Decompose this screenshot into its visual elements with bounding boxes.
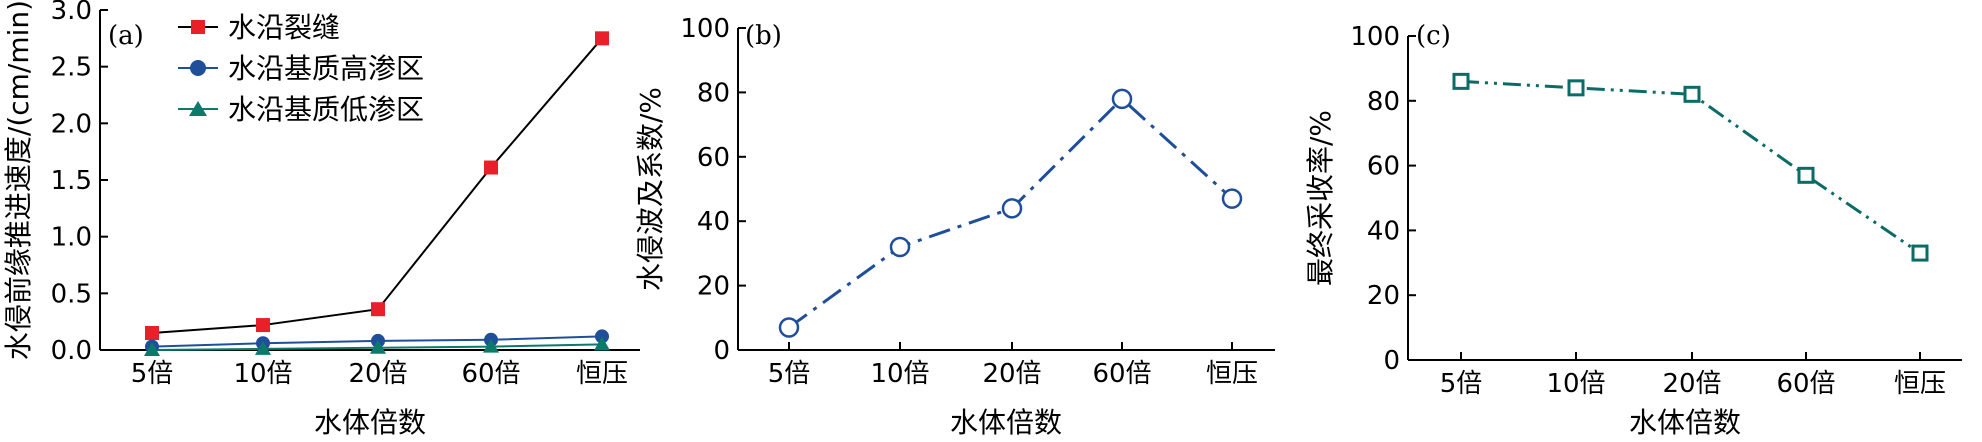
data-point [1111, 88, 1133, 110]
series-line [1460, 79, 1921, 255]
y-tick-label: 20 [697, 272, 730, 302]
y-tick-label: 20 [1367, 281, 1400, 311]
y-tick-label: 100 [680, 14, 730, 44]
panel-a-label: (a) [108, 21, 144, 51]
x-tick-label: 20倍 [1662, 369, 1721, 399]
data-point [484, 160, 498, 175]
data-point [1911, 244, 1929, 262]
y-tick-label: 1.0 [51, 223, 92, 253]
legend-item-fracture: 水沿裂缝 [178, 11, 340, 44]
x-tick-label: 恒压 [576, 359, 628, 389]
legend-label-low-perm: 水沿基质低渗区 [228, 93, 424, 126]
panel-b-label: (b) [745, 21, 782, 51]
panel-b-y-title: 水侵波及系数/% [634, 87, 667, 291]
y-tick-label: 40 [697, 207, 730, 237]
data-point [1683, 85, 1701, 103]
legend-label-high-perm: 水沿基质高渗区 [228, 52, 424, 85]
legend-marker-circle [190, 60, 206, 76]
x-tick-label: 5倍 [131, 359, 174, 389]
y-tick-label: 100 [1350, 22, 1400, 52]
data-point [1567, 79, 1585, 97]
x-tick-label: 10倍 [233, 359, 292, 389]
data-point [483, 338, 499, 353]
x-tick-label: 60倍 [461, 359, 520, 389]
x-tick-label: 5倍 [1440, 369, 1483, 399]
legend-marker-triangle [189, 101, 207, 116]
data-point [595, 31, 609, 46]
y-tick-label: 40 [1367, 216, 1400, 246]
data-point [145, 326, 159, 340]
x-tick-label: 20倍 [348, 359, 407, 389]
panel-a-legend: 水沿裂缝 水沿基质高渗区 水沿基质低渗区 [178, 11, 424, 126]
data-point [1001, 198, 1023, 219]
panel-b-x-title: 水体倍数 [950, 406, 1062, 439]
y-tick-label: 3.0 [51, 0, 92, 26]
y-tick-label: 2.0 [51, 109, 92, 139]
y-tick-label: 2.5 [51, 53, 92, 83]
legend-item-high-perm: 水沿基质高渗区 [178, 52, 424, 85]
y-tick-label: 0.0 [51, 336, 92, 366]
legend-label-fracture: 水沿裂缝 [228, 11, 340, 44]
panel-a-x-title: 水体倍数 [314, 406, 426, 439]
x-tick-label: 10倍 [870, 359, 929, 389]
data-point [1797, 166, 1815, 184]
x-tick-label: 10倍 [1546, 369, 1605, 399]
data-point [370, 339, 386, 354]
x-tick-label: 5倍 [768, 359, 811, 389]
x-tick-label: 60倍 [1092, 359, 1151, 389]
panel-b: 0 20 40 60 80 100 5倍 10倍 20倍 60倍 恒压 (b) 水体倍数 水侵波及… [634, 14, 1275, 439]
data-point [1452, 72, 1470, 90]
x-tick-label: 恒压 [1894, 369, 1946, 399]
data-point [371, 302, 385, 317]
panel-c: 0 20 40 60 80 100 5倍 10倍 20倍 60倍 恒压 (c) 水体倍数 最终采收… [1304, 21, 1962, 439]
y-tick-label: 80 [697, 78, 730, 108]
x-tick-label: 20倍 [982, 359, 1041, 389]
legend-item-low-perm: 水沿基质低渗区 [178, 93, 424, 126]
x-tick-label: 恒压 [1206, 359, 1258, 389]
y-tick-label: 60 [697, 143, 730, 173]
data-point [889, 236, 911, 258]
y-tick-label: 1.5 [51, 166, 92, 196]
x-tick-label: 60倍 [1776, 369, 1835, 399]
panel-c-label: (c) [1416, 21, 1451, 51]
y-tick-label: 80 [1367, 87, 1400, 117]
panel-c-x-title: 水体倍数 [1629, 406, 1741, 439]
data-point [1221, 188, 1243, 209]
y-tick-label: 0.5 [51, 279, 92, 309]
data-point [594, 336, 610, 351]
panel-a-y-title: 水侵前缘推进速度/(cm/min) [2, 0, 35, 360]
y-tick-label: 0 [1383, 346, 1400, 376]
data-point [255, 340, 271, 355]
y-tick-label: 0 [713, 336, 730, 366]
panel-c-y-title: 最终采收率/% [1304, 110, 1337, 286]
data-point [144, 342, 160, 356]
y-tick-label: 60 [1367, 152, 1400, 182]
legend-marker-square [191, 20, 205, 34]
data-point [256, 318, 270, 333]
data-point [778, 317, 800, 338]
panel-a: 0.00.51.01.52.02.53.0 5倍 10倍 20倍 60倍 恒压 (a) … [2, 0, 640, 439]
